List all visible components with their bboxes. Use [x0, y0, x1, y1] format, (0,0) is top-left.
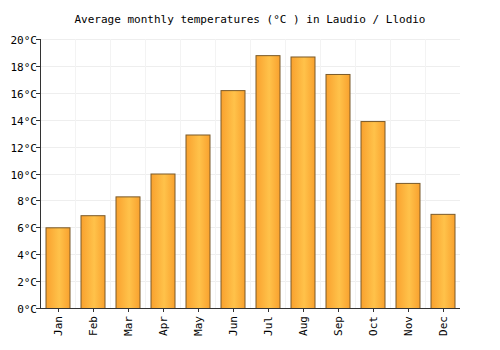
grid-line-vertical — [215, 39, 216, 308]
x-tick-label: Feb — [87, 316, 100, 336]
y-tick-label: 12°C — [11, 142, 38, 155]
x-tick-label: May — [192, 316, 205, 336]
x-tick — [373, 308, 374, 312]
grid-line-vertical — [75, 39, 76, 308]
x-tick — [338, 308, 339, 312]
x-tick-label: Jun — [227, 316, 240, 336]
y-tick-label: 0°C — [17, 303, 37, 316]
x-tick — [233, 308, 234, 312]
x-tick-label: Apr — [157, 316, 170, 336]
y-tick-label: 4°C — [17, 249, 37, 262]
x-tick — [128, 308, 129, 312]
y-tick-label: 20°C — [11, 34, 38, 47]
grid-line-vertical — [250, 39, 251, 308]
y-tick-label: 2°C — [17, 276, 37, 289]
y-tick-label: 6°C — [17, 222, 37, 235]
grid-line — [40, 308, 460, 309]
x-tick — [303, 308, 304, 312]
grid-line-vertical — [425, 39, 426, 308]
y-tick-label: 10°C — [11, 169, 38, 182]
grid-line-vertical — [390, 39, 391, 308]
grid-line-vertical — [320, 39, 321, 308]
x-tick — [443, 308, 444, 312]
y-tick-label: 14°C — [11, 115, 38, 128]
x-tick-label: Nov — [402, 316, 415, 336]
y-tick-label: 8°C — [17, 195, 37, 208]
bars — [46, 56, 455, 308]
bar — [326, 74, 350, 308]
chart-svg: Average monthly temperatures (°C ) in La… — [0, 0, 500, 350]
y-axis — [40, 39, 41, 308]
bar — [81, 216, 105, 308]
x-tick-label: Jan — [52, 316, 65, 336]
bar — [431, 214, 455, 308]
bar — [116, 197, 140, 308]
grid-line-vertical — [285, 39, 286, 308]
x-tick — [93, 308, 94, 312]
x-axis — [40, 308, 460, 309]
y-tick-label: 16°C — [11, 88, 38, 101]
x-tick — [408, 308, 409, 312]
y-tick-label: 18°C — [11, 61, 38, 74]
x-tick — [268, 308, 269, 312]
grid-line-vertical — [145, 39, 146, 308]
bar — [361, 122, 385, 308]
x-tick-label: Jul — [262, 316, 275, 336]
bar — [186, 135, 210, 308]
bar — [256, 56, 280, 308]
bar — [46, 228, 70, 308]
bar — [151, 174, 175, 308]
grid-line-vertical — [355, 39, 356, 308]
x-tick-label: Dec — [437, 316, 450, 336]
x-tick-label: Oct — [367, 316, 380, 336]
bar — [221, 91, 245, 308]
bar — [291, 57, 315, 308]
x-tick-label: Mar — [122, 316, 135, 336]
x-tick — [163, 308, 164, 312]
grid-line-vertical — [180, 39, 181, 308]
bar — [396, 183, 420, 308]
chart-container: Average monthly temperatures (°C ) in La… — [0, 0, 500, 350]
x-tick — [58, 308, 59, 312]
grid-line-vertical — [110, 39, 111, 308]
x-tick-label: Sep — [332, 316, 345, 336]
chart-title: Average monthly temperatures (°C ) in La… — [75, 13, 426, 26]
x-tick — [198, 308, 199, 312]
x-tick-label: Aug — [297, 316, 310, 336]
